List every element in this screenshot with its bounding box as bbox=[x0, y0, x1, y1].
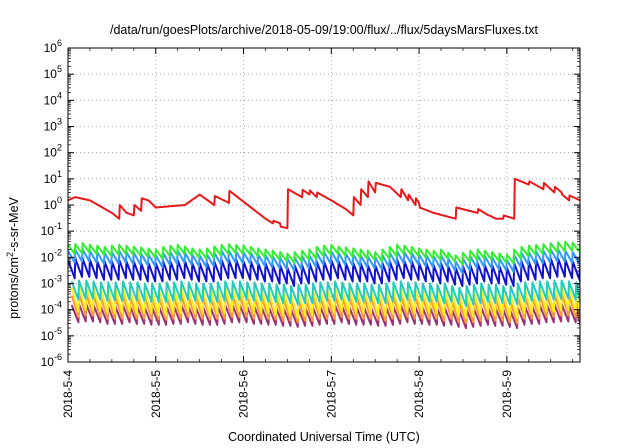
y-tick-label-base: 10 bbox=[44, 172, 58, 186]
y-tick-label: 10-2 bbox=[41, 247, 62, 264]
y-tick-label-exponent: 3 bbox=[57, 117, 62, 127]
y-axis-label-rest: -s-sr-MeV bbox=[7, 196, 21, 252]
y-tick-label-exponent: -3 bbox=[54, 274, 62, 284]
x-tick-label: 2018-5-5 bbox=[149, 370, 163, 418]
y-tick-label: 101 bbox=[44, 169, 62, 186]
y-axis-label-base: protons/cm bbox=[7, 257, 21, 319]
y-tick-label-exponent: 0 bbox=[57, 195, 62, 205]
series-line-0 bbox=[68, 177, 580, 230]
y-tick-label-exponent: -6 bbox=[54, 352, 62, 362]
y-tick-label-base: 10 bbox=[41, 329, 55, 343]
series-line-1 bbox=[68, 240, 580, 266]
y-axis: 10-610-510-410-310-210-11001011021031041… bbox=[41, 38, 580, 369]
series-line-4 bbox=[70, 279, 580, 307]
y-tick-label-exponent: 2 bbox=[57, 143, 62, 153]
y-tick-label-base: 10 bbox=[44, 120, 58, 134]
y-axis-label: protons/cm2-s-sr-MeV bbox=[5, 196, 21, 318]
y-tick-label: 10-1 bbox=[41, 221, 62, 238]
y-tick-label-base: 10 bbox=[44, 146, 58, 160]
y-axis-label-superscript: 2 bbox=[5, 252, 15, 257]
x-axis: 2018-5-4 2018-5-5 2018-5-6 2018-5-7 2018-5-8… bbox=[61, 48, 574, 418]
y-tick-label: 102 bbox=[44, 143, 62, 160]
y-tick-label: 10-4 bbox=[41, 300, 62, 317]
y-tick-label-exponent: -1 bbox=[54, 221, 62, 231]
y-tick-label: 10-5 bbox=[41, 326, 62, 343]
y-tick-label-base: 10 bbox=[41, 224, 55, 238]
y-tick-label-exponent: -4 bbox=[54, 300, 62, 310]
y-tick-label-base: 10 bbox=[44, 67, 58, 81]
y-tick-label-base: 10 bbox=[41, 250, 55, 264]
y-tick-label-exponent: -5 bbox=[54, 326, 62, 336]
y-tick-label: 103 bbox=[44, 117, 62, 134]
x-tick-label: 2018-5-6 bbox=[237, 370, 251, 418]
y-tick-label: 10-6 bbox=[41, 352, 62, 369]
y-tick-label-exponent: 6 bbox=[57, 38, 62, 48]
x-tick-label: 2018-5-7 bbox=[324, 370, 338, 418]
series-layer bbox=[68, 177, 580, 330]
y-tick-label: 100 bbox=[44, 195, 62, 212]
x-tick-label: 2018-5-4 bbox=[61, 370, 75, 418]
y-tick-label: 106 bbox=[44, 38, 62, 55]
y-tick-label-base: 10 bbox=[44, 93, 58, 107]
x-tick-label: 2018-5-8 bbox=[412, 370, 426, 418]
y-tick-label: 104 bbox=[44, 90, 62, 107]
y-tick-label-exponent: 4 bbox=[57, 90, 62, 100]
y-tick-label-base: 10 bbox=[41, 277, 55, 291]
x-tick-label: 2018-5-9 bbox=[500, 370, 514, 418]
y-tick-label-exponent: 1 bbox=[57, 169, 62, 179]
x-axis-label: Coordinated Universal Time (UTC) bbox=[228, 430, 420, 444]
y-tick-label-base: 10 bbox=[44, 198, 58, 212]
y-tick-label: 105 bbox=[44, 64, 62, 81]
chart-title: /data/run/goesPlots/archive/2018-05-09/1… bbox=[110, 23, 539, 37]
y-tick-label-exponent: 5 bbox=[57, 64, 62, 74]
y-tick-label-base: 10 bbox=[41, 355, 55, 369]
y-tick-label: 10-3 bbox=[41, 274, 62, 291]
y-tick-label-exponent: -2 bbox=[54, 247, 62, 257]
y-tick-label-base: 10 bbox=[41, 303, 55, 317]
y-tick-label-base: 10 bbox=[44, 41, 58, 55]
